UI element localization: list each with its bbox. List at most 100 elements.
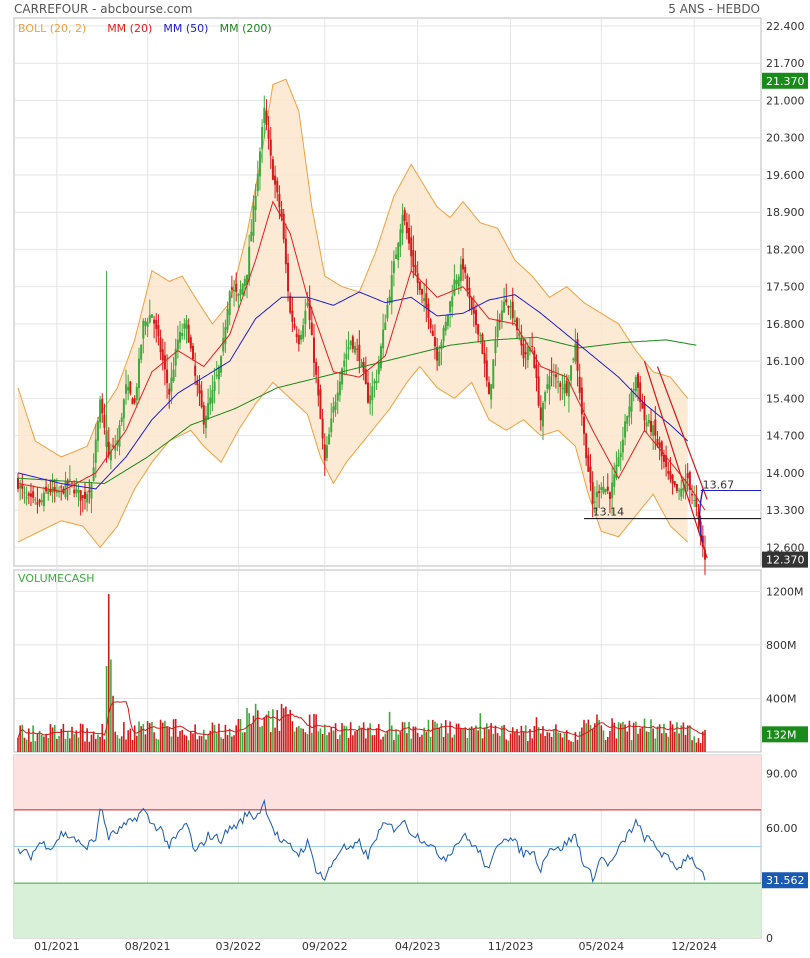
candle-body [62,488,65,494]
volume-bar [200,736,203,752]
candle-body [541,402,544,427]
candle-body [673,481,676,486]
candle-body [595,491,598,498]
candle-body [291,310,294,322]
candle-body [306,302,309,306]
volume-bar [49,724,52,752]
volume-bar [427,719,430,752]
volume-bar [274,727,276,752]
volume-bar [226,735,229,752]
candle-body [442,327,445,342]
candle-body [585,433,588,459]
candle-body [438,351,441,366]
candle-body [559,383,562,387]
volume-bar [578,731,581,752]
candle-body [388,296,391,304]
candle-body [671,474,674,484]
x-tick-label: 11/2023 [488,940,534,953]
candle-body [637,373,640,388]
candle-body [114,445,117,451]
x-tick-label: 03/2022 [216,940,262,953]
volume-bar [360,727,363,752]
candle-body [215,374,218,377]
volume-bar [146,721,149,752]
volume-bar [540,733,542,752]
volume-bar [384,733,387,752]
candle-body [688,472,691,490]
candle-body [561,388,564,390]
y-tick-label: 21.000 [766,94,805,107]
volume-bar [524,725,527,752]
candle-body [220,356,223,373]
volume-bar [669,720,672,752]
volume-bar [583,719,585,752]
volume-bar [678,733,680,752]
volume-bar [494,725,497,752]
candle-body [658,442,661,448]
candle-body [336,392,339,401]
volume-bar [656,726,659,752]
candle-body [144,321,147,326]
volume-bar [568,739,570,752]
volume-bar [233,735,235,752]
y-tick-label: 13.300 [766,504,805,517]
volume-bar [475,725,477,752]
volume-bar [112,695,114,752]
candle-body [379,346,382,369]
candle-body [567,382,570,397]
axes: 01/2021 08/2021 03/2022 09/2022 04/2023 11/20… [34,20,808,953]
rsi-tag: 31.562 [762,872,808,889]
rsi-tag-bg [762,872,808,889]
volume-bar [395,729,397,752]
volume-bar [300,728,302,752]
volume-bar [589,725,592,752]
volume-bar [244,732,246,752]
candle-body [297,335,300,345]
volume-bar [533,726,536,752]
volume-bar [261,725,263,752]
volume-bar [460,727,462,752]
volume-bar [213,724,216,752]
legend-item: MM (200) [220,22,272,35]
volume-bar [304,732,307,752]
candle-body [300,334,303,340]
volume-bar [598,720,600,752]
volume-bar [71,726,73,752]
volume-bar [626,731,629,752]
volume-bar [291,721,294,752]
volume-bar [356,730,358,752]
y-tick-label: 14.000 [766,467,805,480]
volume-bar [224,724,227,752]
volume-bar [172,719,175,752]
candle-body [150,314,153,318]
candle-body [226,309,229,330]
volume-bar [101,723,104,752]
volume-bar [352,735,354,752]
volume-bar [116,735,119,752]
candle-body [79,490,82,501]
volume-bar [520,725,523,752]
volume-bar [187,740,190,752]
volume-bar [550,736,553,752]
volume-bar [464,727,466,752]
candle-body [317,378,320,396]
volume-bar [557,732,559,752]
volume-bar [23,737,26,752]
volume-bar [591,728,594,752]
candle-body [427,304,430,319]
candle-body [196,380,199,386]
candle-body [693,499,696,501]
volume-bar [518,735,521,752]
candle-body [654,419,657,436]
volume-bar [38,730,41,752]
volume-bar [702,731,704,752]
candle-body [680,488,683,497]
volume-bar [237,718,240,752]
candle-body [444,321,447,331]
volume-bar [323,724,326,752]
candle-body [189,337,192,349]
candle-body [258,151,261,177]
candle-body [90,483,93,499]
volume-average-line [17,701,706,738]
candle-body [142,320,145,339]
